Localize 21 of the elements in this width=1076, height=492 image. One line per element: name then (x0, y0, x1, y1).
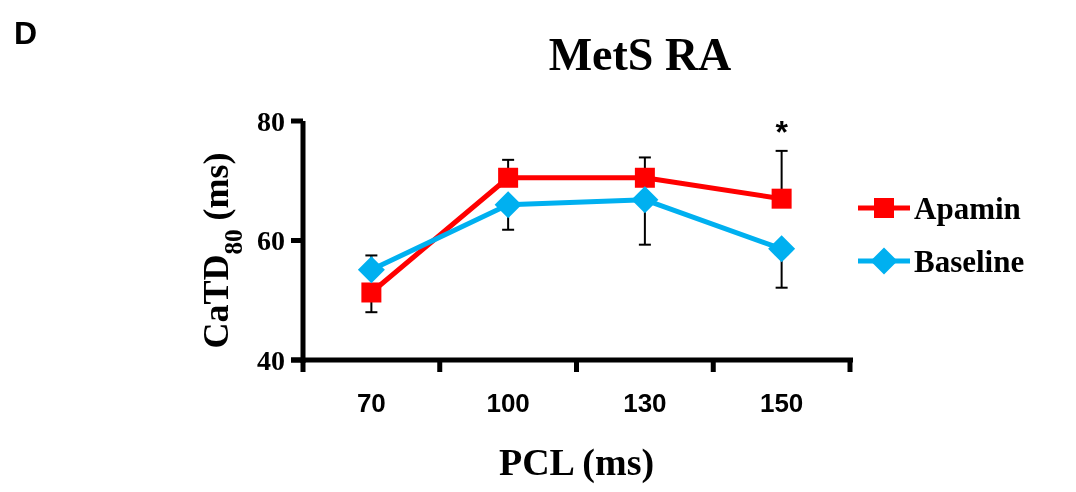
chart-title: MetS RA (548, 29, 732, 80)
x-tick-label: 150 (759, 388, 804, 418)
y-tick-label: 60 (257, 225, 285, 257)
x-tick-label: 70 (356, 388, 386, 418)
text: D (14, 15, 38, 51)
point (634, 167, 655, 188)
y-tick-label: 40 (257, 344, 285, 376)
point (768, 235, 796, 263)
x-tick-label: 130 (623, 388, 667, 418)
point (631, 186, 659, 214)
point (361, 282, 382, 303)
point (494, 191, 522, 219)
legend-label: Apamin (914, 190, 1021, 226)
point (357, 256, 385, 284)
annotation: * (775, 114, 789, 150)
point (498, 167, 519, 188)
x-axis-title: PCL (ms) (498, 441, 655, 484)
y-tick-label: 80 (257, 105, 285, 137)
point (771, 188, 792, 209)
x-tick-label: 100 (486, 388, 530, 418)
legend-label: Baseline (914, 243, 1025, 279)
